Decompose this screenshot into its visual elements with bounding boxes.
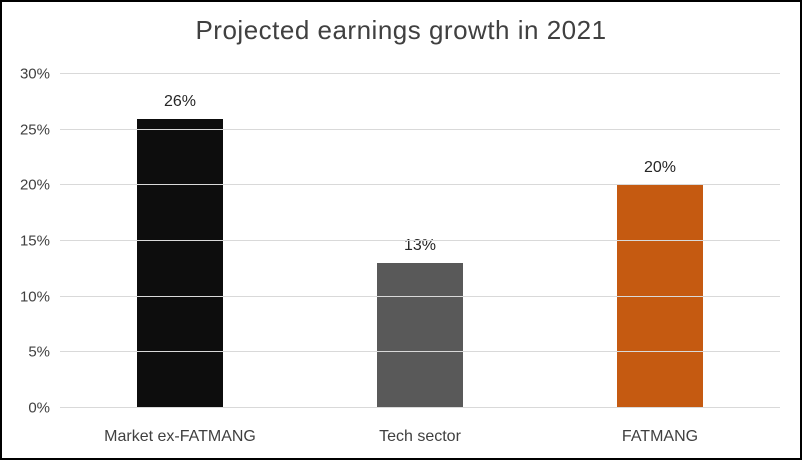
gridline [60,351,780,353]
bar-fatmang [617,185,703,408]
bar-market-ex-fatmang [137,118,223,408]
bars-row: 26% 13% 20% [60,74,780,408]
bar-value-label: 13% [403,237,437,255]
x-tick-label: Market ex-FATMANG [104,428,256,445]
gridline [60,240,780,241]
bar-slot: 20% [540,74,780,408]
gridline [60,128,780,130]
plot-area: 26% 13% 20% 0% 5% 10% 15% 20% 25% 30% [20,67,780,416]
chart-title: Projected earnings growth in 2021 [195,15,607,45]
y-tick-label: 0% [28,399,50,417]
gridline [60,295,780,297]
bar-slot: 13% [300,74,540,408]
gridline [60,184,780,186]
y-tick-label: 20% [19,176,50,194]
y-tick-label: 30% [19,65,50,83]
gridline [60,407,780,408]
bar-tech-sector [377,263,463,408]
x-tick-label: Tech sector [379,428,461,445]
y-tick-label: 10% [19,288,50,306]
bar-slot: 26% [60,74,300,408]
y-tick-label: 5% [28,343,50,361]
y-tick-label: 15% [19,232,50,250]
x-axis-labels: Market ex-FATMANG Tech sector FATMANG [60,428,780,446]
bar-value-label: 26% [163,92,197,110]
bar-value-label: 20% [643,159,677,177]
y-tick-label: 25% [19,121,50,139]
gridline [60,73,780,74]
x-tick-label: FATMANG [621,428,699,445]
